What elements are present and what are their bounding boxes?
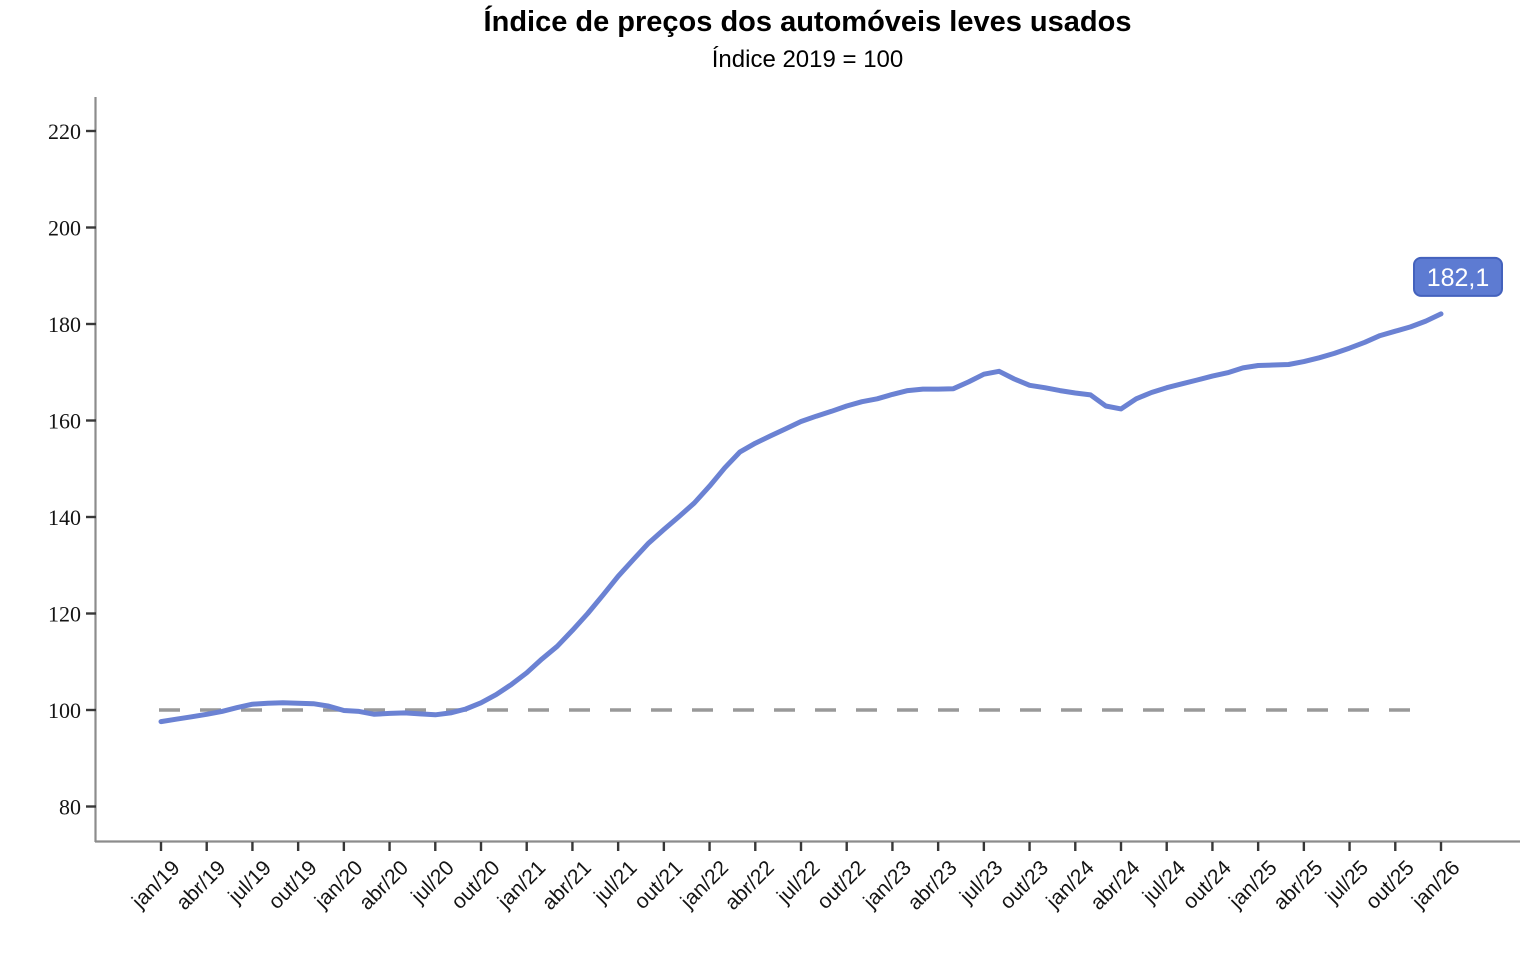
end-value-box [1413,256,1503,297]
y-tick-label: 120 [48,602,81,627]
end-value-label: 182,1 [1427,264,1490,292]
x-tick-label: jan/24 [1041,856,1099,914]
x-tick-label: abr/25 [1269,856,1327,914]
chart-subtitle: Índice 2019 = 100 [711,46,904,73]
x-tick-label: out/24 [1178,856,1236,914]
y-tick-label: 80 [59,795,81,820]
x-tick-label: out/22 [813,856,871,914]
x-tick-label: out/25 [1361,856,1419,914]
y-tick-label: 160 [48,409,81,434]
x-tick-label: out/23 [996,856,1054,914]
chart-title: Índice de preços dos automóveis leves us… [483,6,1132,38]
x-tick-label: abr/24 [1086,856,1145,915]
x-tick-label: jan/25 [1224,856,1281,913]
x-tick-label: abr/22 [720,856,778,914]
x-tick-label: jan/20 [310,856,367,913]
x-tick-label: out/20 [447,856,505,914]
x-tick-label: out/19 [264,856,322,914]
x-tick-label: jan/23 [859,856,916,913]
x-tick-label: abr/20 [355,856,413,914]
chart-header: Índice de preços dos automóveis leves us… [95,6,1520,74]
x-tick-label: out/21 [630,856,688,914]
y-tick-label: 200 [48,216,81,241]
y-tick-label: 100 [48,698,81,723]
x-tick-label: jan/21 [493,856,550,913]
x-tick-label: abr/23 [903,856,961,914]
price-index-line [158,311,1444,725]
y-tick-label: 180 [48,312,81,337]
x-tick-label: jan/22 [676,856,733,913]
x-tick-label: abr/19 [172,856,230,914]
x-tick-label: jan/19 [127,856,184,913]
y-tick-label: 220 [48,119,81,144]
x-tick-label: jan/26 [1407,856,1464,913]
y-tick-label: 140 [48,505,81,530]
x-tick-label: abr/21 [538,856,596,914]
